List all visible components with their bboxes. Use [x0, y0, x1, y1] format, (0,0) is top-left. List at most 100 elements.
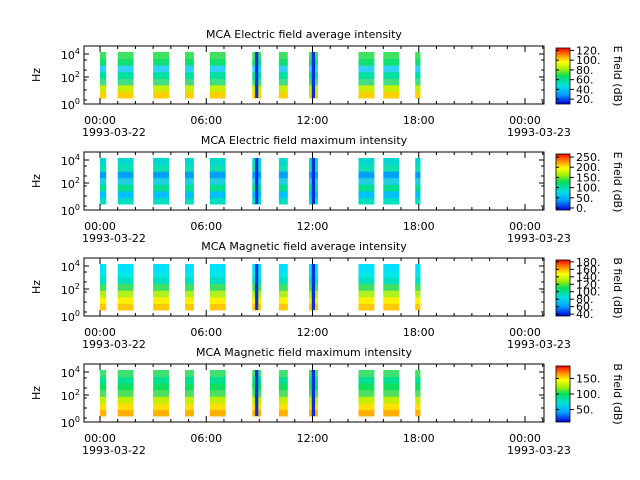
data-block: [117, 370, 134, 417]
spectrum-cell: [383, 383, 400, 391]
spectrum-cell: [358, 158, 375, 166]
spectrum-cell: [153, 71, 169, 79]
spectrum-cell: [415, 383, 421, 391]
spectrum-cell: [415, 303, 421, 311]
x-tick-label: 00:00: [509, 220, 541, 233]
colorbar-tick-label: 50.: [576, 192, 594, 205]
y-axis-label: Hz: [30, 68, 43, 82]
data-block: [309, 264, 318, 311]
data-block: [153, 52, 169, 99]
spectrum-cell: [209, 270, 226, 278]
y-tick-label: 104: [61, 153, 80, 168]
spectrum-cell: [358, 290, 375, 298]
spectrum-cell: [153, 383, 169, 391]
spectrum-cell: [100, 283, 107, 291]
spectrum-cell: [100, 177, 107, 185]
y-axis-label: Hz: [30, 174, 43, 188]
spectrum-cell: [415, 270, 421, 278]
spectrum-cell: [100, 296, 107, 304]
spectrum-cell: [383, 290, 400, 298]
spectrum-cell: [415, 52, 421, 60]
spectrum-cell: [100, 396, 107, 404]
spectrum-cell: [100, 52, 107, 60]
spectrum-cell: [100, 71, 107, 79]
data-block: [358, 370, 375, 417]
spectrum-streak: [313, 370, 315, 416]
data-block: [185, 52, 194, 99]
data-block: [153, 370, 169, 417]
x-tick-date-label: 1993-03-23: [507, 232, 571, 245]
spectrum-cell: [278, 84, 288, 92]
spectrum-streak: [311, 264, 314, 310]
spectrum-cell: [185, 65, 194, 73]
spectrum-cell: [278, 402, 288, 410]
data-block: [383, 52, 400, 99]
spectrum-cell: [278, 283, 288, 291]
spectrum-cell: [383, 396, 400, 404]
x-tick-label: 06:00: [190, 432, 222, 445]
data-block: [117, 264, 134, 311]
data-block: [252, 264, 262, 311]
data-block: [185, 158, 194, 205]
spectrum-cell: [383, 264, 400, 272]
spectrum-streak: [255, 158, 258, 204]
spectrum-cell: [278, 376, 288, 384]
data-block: [252, 370, 262, 417]
spectrum-cell: [209, 78, 226, 86]
y-axis-label: Hz: [30, 386, 43, 400]
spectrum-cell: [415, 370, 421, 378]
y-tick-label: 104: [61, 259, 80, 274]
x-tick-label: 00:00: [509, 432, 541, 445]
spectrum-cell: [100, 91, 107, 99]
spectrum-cell: [278, 409, 288, 417]
data-block: [383, 158, 400, 205]
data-block: [415, 158, 421, 205]
spectrum-cell: [153, 78, 169, 86]
y-tick-label: 100: [61, 309, 80, 324]
panel-1: MCA Electric field average intensity 104 1…: [30, 28, 624, 139]
spectrum-cell: [185, 197, 194, 205]
spectrum-cell: [100, 197, 107, 205]
spectrum-cell: [358, 91, 375, 99]
spectrum-cell: [415, 184, 421, 192]
spectrum-cell: [185, 277, 194, 285]
spectrum-cell: [415, 71, 421, 79]
spectrum-cell: [358, 197, 375, 205]
x-tick-date-label: 1993-03-23: [507, 126, 571, 139]
spectrum-cell: [117, 383, 134, 391]
spectrum-cell: [153, 264, 169, 272]
x-tick-label: 12:00: [297, 432, 329, 445]
spectrum-cell: [209, 190, 226, 198]
spectrum-cell: [209, 71, 226, 79]
spectrum-cell: [117, 409, 134, 417]
spectrum-cell: [153, 283, 169, 291]
data-block: [117, 158, 134, 205]
spectrum-cell: [383, 158, 400, 166]
spectrum-cell: [383, 303, 400, 311]
spectrum-cell: [383, 277, 400, 285]
x-tick-label: 18:00: [403, 432, 435, 445]
spectrum-cell: [100, 171, 107, 179]
spectrum-cell: [358, 409, 375, 417]
colorbar-tick-label: 60.: [576, 74, 594, 87]
spectrum-cell: [153, 396, 169, 404]
y-tick-label: 102: [61, 388, 80, 403]
spectrum-cell: [209, 58, 226, 66]
spectrum-cell: [185, 58, 194, 66]
colorbar-tick-label: 40.: [576, 83, 594, 96]
spectrum-cell: [209, 409, 226, 417]
spectrum-cell: [358, 171, 375, 179]
spectrum-cell: [358, 270, 375, 278]
y-tick-label: 102: [61, 176, 80, 191]
spectrum-cell: [358, 296, 375, 304]
spectrum-cell: [415, 290, 421, 298]
colorbar: [555, 259, 571, 317]
spectrum-cell: [100, 290, 107, 298]
spectrum-cell: [100, 65, 107, 73]
data-block: [383, 264, 400, 311]
spectrum-cell: [117, 65, 134, 73]
spectrum-cell: [117, 58, 134, 66]
spectrum-cell: [209, 65, 226, 73]
y-axis-label: Hz: [30, 280, 43, 294]
spectrum-cell: [383, 65, 400, 73]
